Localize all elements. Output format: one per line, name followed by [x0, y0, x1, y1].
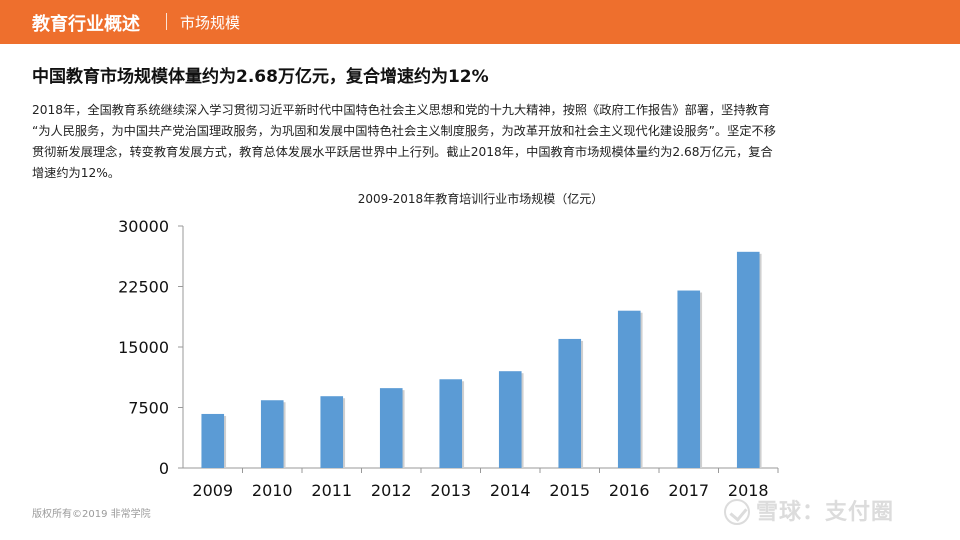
bar-2013	[439, 379, 463, 468]
paragraph-line: 增速约为12%。	[32, 166, 121, 180]
x-tick-label: 2014	[490, 481, 531, 500]
bar-2018	[736, 251, 760, 468]
x-tick-label: 2009	[192, 481, 233, 500]
bar-2015	[558, 338, 582, 468]
x-tick-label: 2013	[430, 481, 471, 500]
header-bar: 教育行业概述 市场规模	[0, 0, 960, 44]
header-divider	[166, 13, 167, 30]
y-tick-label: 7500	[128, 399, 169, 418]
x-tick-label: 2017	[668, 481, 709, 500]
x-tick-label: 2016	[609, 481, 650, 500]
paragraph-line: 2018年，全国教育系统继续深入学习贯彻习近平新时代中国特色社会主义思想和党的十…	[32, 103, 770, 117]
x-tick-label: 2011	[311, 481, 352, 500]
copyright-footer: 版权所有©2019 非常学院	[32, 509, 151, 520]
paragraph-line: 贯彻新发展理念，转变教育发展方式，教育总体发展水平跃居世界中上行列。截止2018…	[32, 145, 773, 159]
paragraph-line: “为人民服务，为中国共产党治国理政服务，为巩固和发展中国特色社会主义制度服务，为…	[32, 124, 776, 138]
bar-2017	[677, 290, 701, 468]
x-tick-label: 2010	[252, 481, 293, 500]
x-tick-label: 2015	[549, 481, 590, 500]
watermark-text: 雪球：支付圈	[756, 500, 895, 525]
bar-2016	[617, 310, 641, 468]
y-tick-label: 22500	[118, 278, 169, 297]
x-tick-label: 2018	[728, 481, 769, 500]
chart-title: 2009-2018年教育培训行业市场规模（亿元）	[358, 191, 603, 206]
y-tick-label: 30000	[118, 217, 169, 236]
xueqiu-logo-icon	[724, 499, 750, 525]
x-tick-label: 2012	[371, 481, 412, 500]
body-paragraph: 2018年，全国教育系统继续深入学习贯彻习近平新时代中国特色社会主义思想和党的十…	[32, 100, 942, 184]
bar-2011	[320, 396, 344, 468]
section-title: 教育行业概述	[32, 14, 140, 35]
watermark: 雪球：支付圈	[724, 494, 894, 526]
y-tick-label: 15000	[118, 338, 169, 357]
bar-2014	[498, 371, 522, 468]
headline: 中国教育市场规模体量约为2.68万亿元，复合增速约为12%	[32, 67, 489, 87]
section-subtitle: 市场规模	[180, 14, 241, 32]
y-tick-label: 0	[159, 459, 169, 478]
bar-2009	[201, 413, 225, 468]
bar-2012	[379, 388, 403, 468]
bar-2010	[260, 400, 284, 468]
